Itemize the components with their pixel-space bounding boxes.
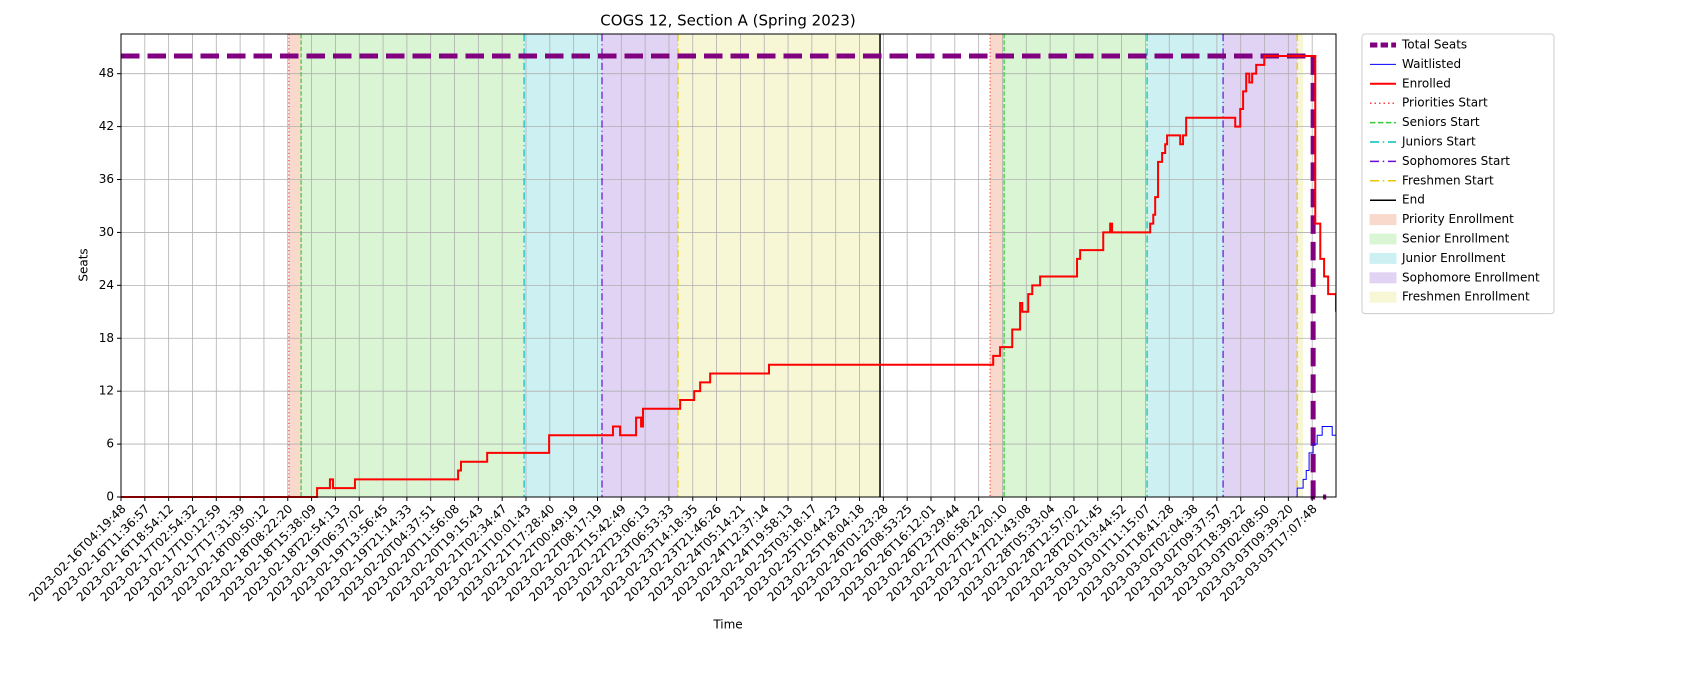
legend-label: Juniors Start (1401, 135, 1476, 149)
legend-label: Senior Enrollment (1402, 232, 1510, 246)
y-tick-label: 24 (99, 278, 114, 292)
region (1004, 34, 1148, 497)
legend-label: Priority Enrollment (1402, 212, 1514, 226)
legend-swatch (1369, 233, 1397, 245)
y-axis-label: Seats (77, 248, 91, 281)
legend-label: Freshmen Enrollment (1402, 290, 1530, 304)
legend-swatch (1369, 252, 1397, 264)
legend-label: End (1402, 193, 1425, 207)
y-tick-label: 0 (106, 490, 114, 504)
legend-swatch (1369, 291, 1397, 303)
series-line (121, 55, 1336, 498)
legend-label: Waitlisted (1402, 57, 1461, 71)
legend-label: Enrolled (1402, 76, 1451, 90)
legend-label: Total Seats (1401, 38, 1467, 52)
legend-label: Seniors Start (1402, 115, 1480, 129)
y-tick-label: 18 (99, 331, 114, 345)
region (301, 34, 525, 497)
series-line (121, 425, 1336, 498)
legend-swatch (1369, 272, 1397, 284)
region (990, 34, 1005, 497)
legend-swatch (1369, 214, 1397, 226)
plot-frame (120, 33, 1337, 498)
region (524, 34, 602, 497)
y-tick-label: 6 (106, 437, 114, 451)
region (601, 34, 678, 497)
y-tick-label: 48 (99, 66, 114, 80)
x-axis-label: Time (712, 618, 742, 632)
legend-label: Priorities Start (1402, 96, 1488, 110)
region (1223, 34, 1298, 497)
region (1147, 34, 1224, 497)
y-tick-label: 36 (99, 172, 114, 186)
region (1297, 34, 1304, 497)
region (288, 34, 302, 497)
y-tick-label: 12 (99, 384, 114, 398)
chart-title: COGS 12, Section A (Spring 2023) (600, 12, 855, 30)
y-tick-label: 42 (99, 119, 114, 133)
legend-label: Junior Enrollment (1401, 251, 1506, 265)
legend-label: Sophomores Start (1402, 154, 1510, 168)
legend-box (1361, 33, 1555, 315)
y-tick-label: 30 (99, 225, 114, 239)
legend-label: Freshmen Start (1402, 173, 1494, 187)
legend-label: Sophomore Enrollment (1402, 270, 1540, 284)
region (677, 34, 881, 497)
